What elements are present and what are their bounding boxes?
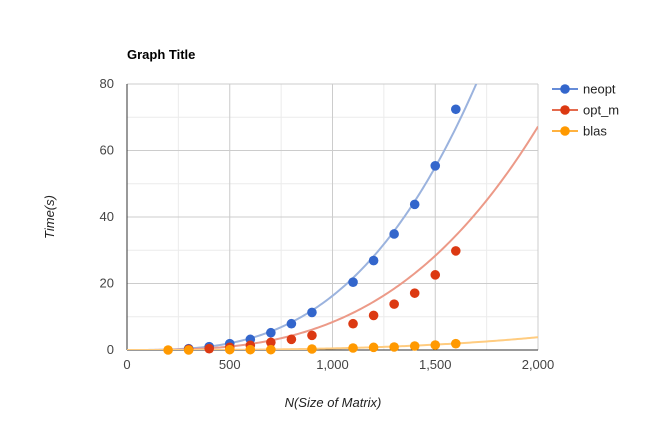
data-point-blas (348, 343, 358, 353)
legend-marker (560, 105, 570, 115)
y-tick-label: 40 (100, 209, 114, 224)
x-tick-label: 500 (219, 357, 241, 372)
data-point-blas (389, 342, 399, 352)
data-point-blas (183, 345, 194, 355)
data-point-neopt (266, 327, 276, 338)
data-point-neopt (286, 318, 297, 329)
legend-label: blas (583, 124, 607, 139)
data-point-blas (409, 341, 420, 351)
data-point-blas (430, 340, 441, 350)
data-point-opt_m (307, 330, 317, 341)
data-point-neopt (409, 199, 420, 210)
y-tick-label: 0 (107, 342, 114, 357)
data-point-neopt (389, 229, 399, 239)
data-point-opt_m (368, 310, 379, 321)
data-point-blas (307, 344, 317, 354)
data-point-opt_m (389, 299, 399, 309)
data-point-neopt (451, 104, 461, 115)
data-point-blas (266, 344, 276, 355)
data-point-opt_m (204, 343, 214, 354)
x-axis-title: N(Size of Matrix) (285, 395, 382, 410)
legend-marker (560, 126, 570, 136)
data-point-opt_m (430, 270, 441, 280)
legend-item-opt_m: opt_m (552, 103, 619, 118)
y-axis-title: Time(s) (42, 195, 57, 239)
legend-item-neopt: neopt (552, 82, 616, 97)
x-tick-label: 0 (123, 357, 130, 372)
tick-labels: 0 500 1,000 1,500 2,000 0 20 40 60 80 (100, 76, 555, 372)
data-point-opt_m (348, 318, 358, 329)
data-point-blas (163, 345, 173, 355)
x-tick-label: 1,000 (316, 357, 349, 372)
legend-marker (560, 84, 570, 94)
data-point-neopt (430, 160, 441, 171)
chart-title: Graph Title (127, 47, 195, 62)
y-tick-label: 60 (100, 143, 114, 158)
x-tick-label: 1,500 (419, 357, 452, 372)
data-point-blas (224, 344, 235, 355)
grid (127, 83, 539, 350)
data-points (163, 104, 461, 355)
legend-label: neopt (583, 82, 616, 97)
data-point-opt_m (409, 288, 420, 298)
data-point-neopt (307, 307, 317, 318)
data-point-opt_m (286, 334, 297, 345)
trendline-blas (127, 336, 538, 350)
data-point-opt_m (451, 246, 461, 256)
data-point-blas (245, 344, 256, 355)
x-tick-label: 2,000 (522, 357, 555, 372)
data-point-neopt (368, 255, 379, 266)
data-point-blas (368, 342, 379, 353)
data-point-blas (451, 338, 461, 349)
trendlines (127, 84, 538, 350)
y-tick-label: 20 (100, 276, 114, 291)
legend-label: opt_m (583, 103, 619, 118)
data-point-opt_m (266, 337, 276, 348)
y-tick-label: 80 (100, 76, 114, 91)
data-point-neopt (348, 277, 358, 287)
legend-item-blas: blas (552, 124, 607, 139)
